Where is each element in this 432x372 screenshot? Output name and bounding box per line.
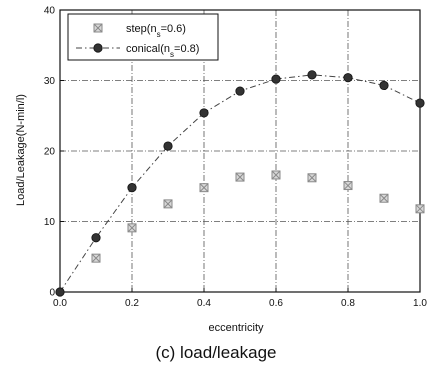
legend-subscript: s — [170, 50, 174, 59]
y-tick-label: 0 — [49, 288, 55, 299]
series-2 — [55, 70, 425, 297]
marker-cross — [307, 173, 317, 183]
data-point — [163, 199, 173, 209]
legend-label: conical(ns=0.8) — [126, 43, 199, 59]
x-tick-label: 0.8 — [341, 298, 355, 309]
data-point — [271, 74, 281, 84]
marker-cross — [271, 170, 281, 180]
x-tick-label: 0.6 — [269, 298, 283, 309]
chart: 0.0 0.2 0.4 0.6 0.8 1.0 0 10 20 30 40 step(ns=0.6)… — [15, 6, 428, 335]
x-tick-label: 0.0 — [53, 298, 67, 309]
legend-marker — [93, 23, 103, 33]
data-point — [199, 183, 209, 193]
x-tick-label: 1.0 — [413, 298, 427, 309]
legend: step(ns=0.6) conical(ns=0.8) — [67, 13, 219, 61]
y-tick-label: 30 — [44, 76, 56, 87]
y-tick-label: 20 — [44, 147, 56, 158]
marker-cross — [127, 223, 137, 233]
y-tick-label: 10 — [44, 217, 56, 228]
data-point — [235, 172, 245, 182]
data-point — [307, 70, 317, 80]
legend-subscript: s — [157, 30, 161, 39]
data-point — [127, 223, 137, 233]
legend-label: step(ns=0.6) — [126, 23, 186, 39]
series-1 — [91, 170, 425, 263]
marker-cross — [93, 23, 103, 33]
legend-box — [67, 13, 219, 61]
legend-label-tail: =0.6) — [161, 23, 186, 35]
data-point — [235, 86, 245, 96]
data-point — [91, 253, 101, 263]
marker-cross — [379, 193, 389, 203]
y-axis-title: Load/Leakage(N-min/l) — [15, 94, 27, 206]
figure-caption: (c) load/leakage — [155, 343, 277, 362]
x-tick-label: 0.4 — [197, 298, 211, 309]
series-line — [59, 74, 421, 293]
data-point — [127, 183, 137, 193]
marker-cross — [415, 204, 425, 214]
data-point — [343, 73, 353, 83]
data-point — [379, 193, 389, 203]
x-tick-label: 0.2 — [125, 298, 139, 309]
data-point — [163, 141, 173, 151]
marker-cross — [199, 183, 209, 193]
marker-cross — [343, 181, 353, 190]
series — [55, 70, 425, 297]
legend-label-tail: =0.8) — [174, 43, 199, 55]
marker-cross — [91, 253, 101, 263]
data-point — [271, 170, 281, 180]
marker-cross — [163, 199, 173, 209]
legend-marker — [93, 43, 103, 53]
legend-entry: step(ns=0.6) — [93, 23, 186, 39]
data-point — [307, 173, 317, 183]
data-point — [199, 108, 209, 118]
data-point — [379, 80, 389, 91]
legend-entry: conical(ns=0.8) — [76, 43, 199, 59]
x-axis-title: eccentricity — [208, 322, 264, 334]
marker-cross — [235, 172, 245, 182]
data-point — [343, 181, 353, 191]
data-point — [91, 233, 101, 243]
data-point — [55, 287, 65, 297]
data-point — [415, 204, 425, 214]
axes: 0.0 0.2 0.4 0.6 0.8 1.0 0 10 20 30 40 — [44, 6, 428, 310]
data-point — [415, 98, 425, 108]
y-tick-label: 40 — [44, 6, 56, 17]
